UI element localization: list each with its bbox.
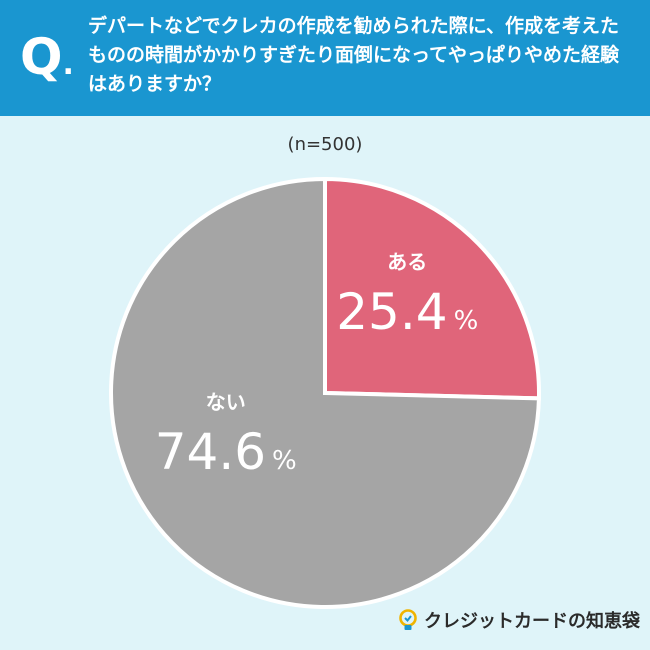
slice-value-0: 25.4% bbox=[336, 283, 478, 341]
q-letter: Q bbox=[20, 28, 63, 86]
slice-label-0: ある bbox=[387, 250, 427, 274]
slice-label-1: ない bbox=[206, 390, 246, 414]
question-header: Q. デパートなどでクレカの作成を勧められた際に、作成を考えたものの時間がかかり… bbox=[0, 0, 650, 116]
brand-logo: クレジットカードの知恵袋 bbox=[398, 605, 640, 635]
pie-slice-1 bbox=[109, 176, 541, 609]
q-dot: . bbox=[62, 47, 74, 82]
slice-value-1: 74.6% bbox=[155, 423, 297, 481]
q-mark: Q. bbox=[20, 22, 74, 100]
brand-name: クレジットカードの知恵袋 bbox=[424, 611, 640, 632]
question-text: デパートなどでクレカの作成を勧められた際に、作成を考えたものの時間がかかりすぎた… bbox=[88, 15, 620, 95]
bulb-icon bbox=[399, 609, 417, 630]
sample-size: (n=500) bbox=[287, 134, 363, 155]
pie-slice-0 bbox=[323, 176, 541, 401]
